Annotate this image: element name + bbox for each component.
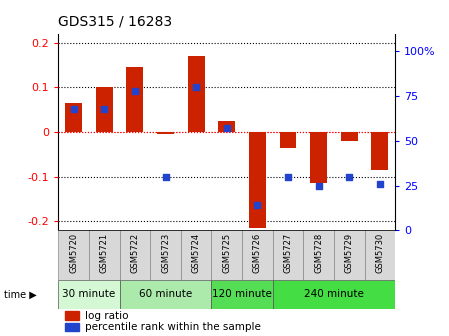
Text: percentile rank within the sample: percentile rank within the sample [85,323,261,332]
Bar [157,132,174,134]
Point [193,85,200,90]
Bar [365,230,395,280]
Text: GSM5727: GSM5727 [283,233,292,273]
Text: time ▶: time ▶ [4,289,37,299]
Text: GDS315 / 16283: GDS315 / 16283 [58,14,172,29]
Bar [310,132,327,183]
Bar [218,121,235,132]
Bar [65,103,82,132]
Point [131,88,138,93]
Text: GSM5720: GSM5720 [69,233,78,273]
Text: log ratio: log ratio [85,311,129,321]
Bar [211,280,273,309]
Bar [150,230,181,280]
Text: GSM5730: GSM5730 [375,233,384,273]
Bar [303,230,334,280]
Text: GSM5723: GSM5723 [161,233,170,273]
Bar [249,132,266,228]
Bar [371,132,388,170]
Bar [58,280,119,309]
Bar [96,87,113,132]
Point [223,126,230,131]
Text: GSM5721: GSM5721 [100,233,109,273]
Bar [273,280,395,309]
Point [101,106,108,112]
Text: 30 minute: 30 minute [62,289,115,299]
Text: GSM5724: GSM5724 [192,233,201,273]
Bar [127,67,143,132]
Point [376,181,383,186]
Bar [341,132,357,141]
Text: 60 minute: 60 minute [139,289,192,299]
Text: GSM5726: GSM5726 [253,233,262,273]
Point [162,174,169,179]
Bar [181,230,211,280]
Point [70,106,77,112]
Bar [58,230,89,280]
Point [284,174,291,179]
Bar [211,230,242,280]
Bar [188,56,205,132]
Text: GSM5728: GSM5728 [314,233,323,273]
Text: GSM5722: GSM5722 [130,233,139,273]
Bar [65,323,79,331]
Point [315,183,322,188]
Bar [280,132,296,148]
Text: 120 minute: 120 minute [212,289,272,299]
Bar [119,280,211,309]
Bar [273,230,303,280]
Bar [242,230,273,280]
Bar [65,311,79,320]
Text: 240 minute: 240 minute [304,289,364,299]
Bar [119,230,150,280]
Point [254,203,261,208]
Text: GSM5729: GSM5729 [345,233,354,273]
Bar [89,230,119,280]
Bar [334,230,365,280]
Text: GSM5725: GSM5725 [222,233,231,273]
Point [346,174,353,179]
